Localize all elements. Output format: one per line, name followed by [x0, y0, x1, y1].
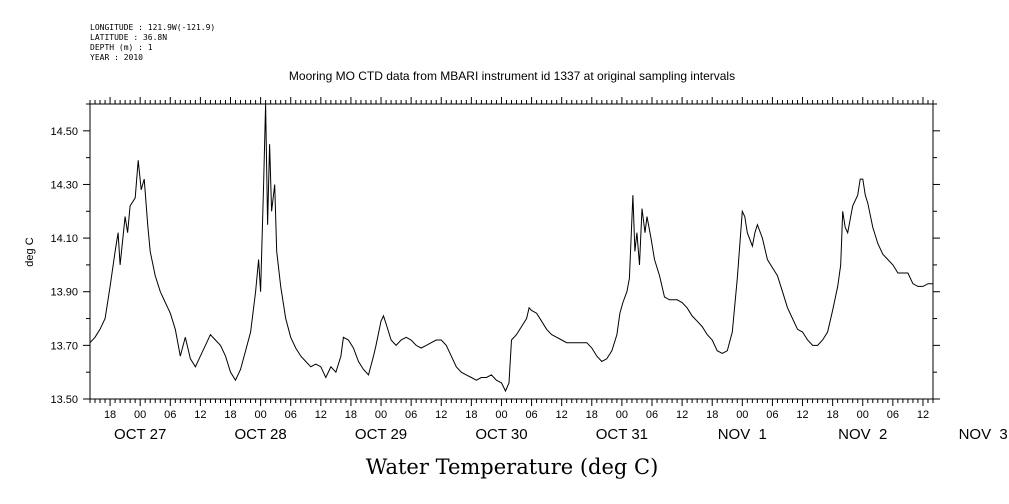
- x-tick-label: 12: [556, 409, 568, 421]
- plot-frame: [89, 103, 934, 400]
- year-text: YEAR : 2010: [90, 53, 143, 62]
- day-labels: OCT 27 OCT 28 OCT 29 OCT 30 OCT 31 NOV 1 NOV 2…: [114, 426, 1008, 443]
- x-tick-label: 00: [857, 409, 869, 421]
- x-tick-label: 06: [405, 409, 417, 421]
- x-tick-label: 00: [495, 409, 507, 421]
- x-tick-label: 00: [375, 409, 387, 421]
- x-tick-label: 12: [435, 409, 447, 421]
- x-tick-label: 12: [796, 409, 808, 421]
- y-tick-label: 14.50: [50, 126, 78, 138]
- x-tick-label: 00: [254, 409, 266, 421]
- y-tick-labels: 13.50 13.70 13.90 14.10 14.30 14.50: [50, 126, 78, 406]
- longitude-text: LONGITUDE : 121.9W(-121.9): [90, 23, 215, 32]
- bottom-label: Water Temperature (deg C): [366, 455, 659, 479]
- day-label: OCT 28: [234, 426, 286, 443]
- latitude-text: LATITUDE : 36.8N: [90, 33, 167, 42]
- y-tick-label: 13.90: [50, 287, 78, 299]
- x-tick-label: 00: [134, 409, 146, 421]
- x-tick-label: 12: [315, 409, 327, 421]
- y-tick-label: 13.50: [50, 394, 78, 406]
- temperature-line: [89, 103, 933, 393]
- x-tick-label: 06: [646, 409, 658, 421]
- day-label: NOV 2: [838, 426, 887, 443]
- day-label: OCT 31: [596, 426, 648, 443]
- x-tick-label: 18: [706, 409, 718, 421]
- x-tick-label: 00: [736, 409, 748, 421]
- x-tick-label: 06: [525, 409, 537, 421]
- day-label: OCT 27: [114, 426, 166, 443]
- metadata-block: LONGITUDE : 121.9W(-121.9) LATITUDE : 36…: [90, 23, 215, 62]
- y-tick-label: 14.30: [50, 179, 78, 191]
- y-axis-label: deg C: [24, 237, 36, 266]
- x-tick-label: 12: [194, 409, 206, 421]
- x-tick-label: 00: [616, 409, 628, 421]
- x-tick-label: 06: [164, 409, 176, 421]
- x-tick-labels: 18 00 06 12 18 00 06 12 18 00 06 12 18 00 06 12 18 00 06 12…: [104, 409, 929, 421]
- day-label: NOV 1: [718, 426, 767, 443]
- x-tick-label: 06: [285, 409, 297, 421]
- axis-ticks: [83, 97, 940, 406]
- x-tick-label: 12: [676, 409, 688, 421]
- y-tick-label: 13.70: [50, 340, 78, 352]
- y-tick-label: 14.10: [50, 233, 78, 245]
- x-tick-label: 18: [586, 409, 598, 421]
- x-tick-label: 06: [887, 409, 899, 421]
- day-label: NOV 3: [959, 426, 1008, 443]
- day-label: OCT 30: [475, 426, 527, 443]
- chart-title: Mooring MO CTD data from MBARI instrumen…: [289, 69, 735, 83]
- x-tick-label: 06: [766, 409, 778, 421]
- depth-text: DEPTH (m) : 1: [90, 43, 153, 52]
- x-tick-label: 18: [345, 409, 357, 421]
- x-tick-label: 18: [827, 409, 839, 421]
- x-tick-label: 12: [917, 409, 929, 421]
- x-tick-label: 18: [104, 409, 116, 421]
- x-tick-label: 18: [465, 409, 477, 421]
- x-tick-label: 18: [224, 409, 236, 421]
- day-label: OCT 29: [355, 426, 407, 443]
